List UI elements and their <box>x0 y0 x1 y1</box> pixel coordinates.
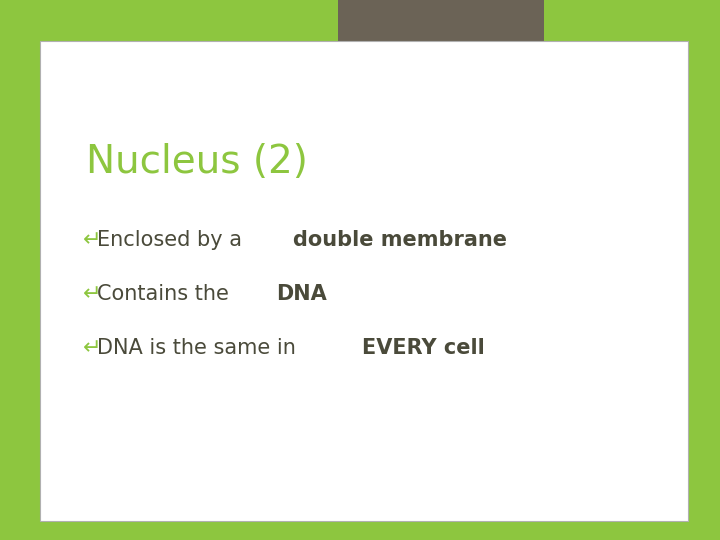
Text: ↵: ↵ <box>83 338 102 359</box>
Text: EVERY cell: EVERY cell <box>362 338 485 359</box>
Text: DNA: DNA <box>276 284 327 305</box>
Text: Nucleus (2): Nucleus (2) <box>86 143 308 181</box>
Text: Contains the: Contains the <box>97 284 235 305</box>
Text: ↵: ↵ <box>83 230 102 251</box>
Text: Enclosed by a: Enclosed by a <box>97 230 249 251</box>
Text: DNA is the same in: DNA is the same in <box>97 338 302 359</box>
FancyBboxPatch shape <box>338 0 544 73</box>
Text: double membrane: double membrane <box>293 230 507 251</box>
Text: ↵: ↵ <box>83 284 102 305</box>
FancyBboxPatch shape <box>40 40 688 521</box>
